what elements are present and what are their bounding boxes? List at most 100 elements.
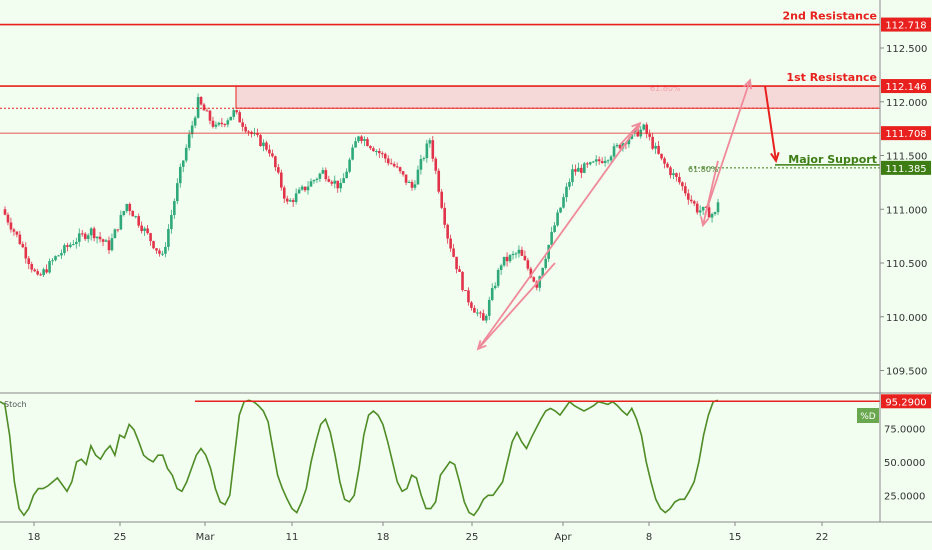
candle-body (467, 290, 470, 303)
candle-body (591, 161, 595, 163)
candle-body (669, 167, 672, 176)
candle-body (380, 153, 384, 155)
candle-body (529, 268, 533, 278)
candle-body (42, 269, 45, 276)
candle-body (18, 234, 22, 245)
candle-body (306, 186, 310, 191)
candle-body (446, 224, 449, 239)
candle-body (580, 167, 583, 173)
level-price-tag-text: 111.385 (885, 164, 926, 175)
support-fib-label: 61.80% (688, 165, 719, 174)
candle-body (36, 271, 39, 275)
candle-body (315, 178, 319, 181)
candle-body (247, 131, 250, 133)
candle-body (443, 207, 446, 225)
candle-body (431, 140, 435, 159)
candle-body (348, 159, 351, 172)
candle-body (262, 142, 265, 147)
candle-body (413, 184, 417, 188)
resistance-zone (235, 85, 881, 109)
candle-body (196, 97, 200, 118)
candle-body (205, 110, 209, 112)
candle-body (609, 156, 613, 161)
candle-body (502, 256, 506, 266)
candle-body (193, 117, 197, 126)
candle-body (407, 181, 411, 183)
candle-body (562, 197, 565, 208)
candle-body (274, 156, 277, 168)
candle-body (294, 193, 298, 202)
candle-body (499, 265, 503, 270)
candle-body (574, 169, 577, 172)
candle-body (199, 97, 203, 105)
candle-body (476, 312, 479, 314)
candle-body (285, 198, 289, 202)
candle-body (104, 240, 108, 242)
candle-body (187, 134, 191, 148)
candle-body (223, 124, 227, 126)
candle-body (116, 229, 120, 231)
candle-body (312, 180, 316, 182)
candle-body (556, 212, 559, 226)
time-tick-label: 15 (729, 532, 742, 543)
level-price-tag-text: 111.708 (885, 129, 926, 140)
candle-body (75, 241, 78, 245)
candle-body (434, 158, 438, 171)
candle-body (660, 153, 663, 159)
time-tick-label: Mar (196, 532, 216, 543)
stoch-level-tag-text: 95.2900 (885, 397, 926, 408)
time-tick-label: 11 (286, 532, 299, 543)
candle-body (271, 153, 274, 157)
candle-body (526, 260, 530, 269)
stochastic-panel: Stoch %D (0, 392, 932, 517)
candle-body (398, 167, 402, 172)
candle-body (704, 206, 708, 208)
candle-body (39, 274, 42, 276)
stoch-title: Stoch (4, 400, 27, 409)
uptrend-arrow-top (619, 122, 641, 146)
candle-body (89, 228, 93, 236)
candle-body (12, 229, 16, 232)
candle-body (66, 245, 69, 247)
candle-body (654, 145, 657, 149)
candle-body (119, 215, 123, 230)
candle-body (72, 244, 75, 246)
candle-body (493, 285, 497, 289)
candle-body (113, 229, 117, 239)
candle-body (550, 231, 553, 245)
price-tick-label: 110.500 (886, 259, 927, 270)
candle-body (324, 170, 328, 180)
candle-body (378, 150, 381, 154)
candle-body (339, 182, 343, 189)
level-price-tag (881, 126, 931, 141)
candle-body (3, 209, 7, 215)
candle-body (520, 249, 524, 256)
candle-body (327, 179, 331, 182)
level-price-tag-text: 112.718 (885, 21, 926, 32)
candle-body (487, 299, 491, 316)
candle-body (386, 158, 390, 164)
candle-body (158, 250, 161, 254)
candle-body (181, 160, 185, 167)
uptrend-arrow (477, 262, 556, 350)
candle-body (122, 211, 126, 216)
candle-body (354, 141, 357, 148)
candle-body (226, 120, 230, 125)
candle-body (422, 158, 426, 160)
candle-body (363, 139, 366, 141)
candle-body (484, 315, 488, 321)
candle-body (565, 186, 568, 198)
candle-body (452, 248, 455, 257)
candle-body (51, 260, 54, 262)
candle-body (33, 269, 37, 272)
candle-body (618, 144, 622, 149)
candle-body (54, 256, 57, 261)
candle-body (707, 207, 711, 218)
price-candles (3, 93, 720, 324)
candle-body (57, 255, 60, 257)
candle-body (419, 159, 423, 170)
candle-body (128, 203, 132, 211)
candle-body (208, 110, 212, 121)
candle-body (190, 125, 194, 135)
candle-body (541, 267, 545, 277)
